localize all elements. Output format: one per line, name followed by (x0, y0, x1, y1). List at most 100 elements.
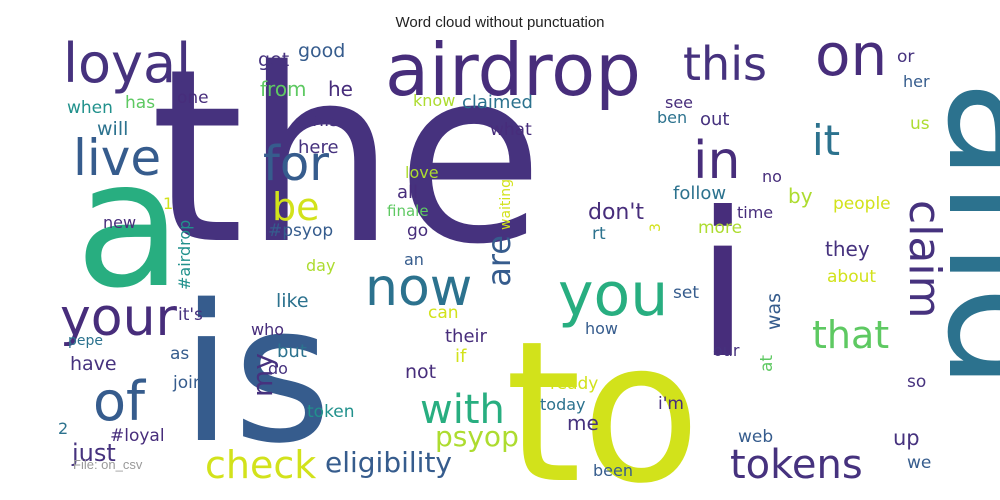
word-their: their (445, 326, 488, 347)
word-finale: finale (387, 202, 429, 220)
word-your: your (60, 288, 178, 348)
word-pepe: pepe (68, 333, 103, 349)
word-see: see (665, 93, 693, 112)
word-up: up (893, 426, 920, 450)
word-of: of (93, 370, 147, 433)
word-2: 2 (58, 419, 68, 438)
word-her: her (903, 72, 930, 91)
word-will: will (97, 118, 128, 140)
word-that: that (812, 313, 889, 357)
word-just: just (71, 439, 116, 467)
word-more: more (698, 218, 742, 238)
word-are: are (480, 235, 518, 287)
word-ready: ready (550, 374, 598, 394)
word-ben: ben (657, 108, 687, 127)
word-not: not (405, 361, 436, 383)
word-by: by (788, 184, 813, 208)
word-today: today (540, 395, 586, 414)
word-the: the (150, 17, 544, 297)
word-to: to (505, 299, 701, 500)
word-live: live (73, 129, 161, 187)
word-claim: claim (899, 200, 950, 318)
word-time: time (737, 203, 773, 222)
word-tokens: tokens (730, 442, 863, 488)
word-hashtag-psyop: #psyop (268, 221, 333, 241)
word-i: i (695, 170, 751, 403)
word-get: get (258, 49, 289, 71)
word-psyop: psyop (435, 420, 519, 453)
word-so: so (907, 372, 926, 392)
word-all: all (397, 182, 418, 203)
word-how: how (585, 319, 618, 338)
word-hashtag-loyal: #loyal (110, 426, 165, 446)
word-if: if (455, 346, 467, 367)
word-im: i'm (658, 394, 684, 414)
word-claimed: claimed (462, 92, 533, 113)
word-do: do (268, 359, 288, 378)
word-and: and (911, 80, 1000, 390)
word-set: set (673, 283, 699, 303)
word-is: is (180, 264, 332, 485)
word-3: 3 (648, 223, 664, 232)
word-his: his (312, 109, 339, 131)
word-who: who (251, 320, 284, 339)
word-now: now (365, 258, 472, 318)
word-they: they (825, 237, 870, 261)
word-here: here (298, 137, 339, 158)
word-at: at (757, 355, 777, 372)
word-he: he (328, 77, 353, 101)
file-label: File: on_csv (73, 457, 143, 472)
word-has: has (125, 93, 155, 113)
word-people: people (833, 194, 891, 214)
word-good: good (298, 40, 345, 62)
word-or: or (897, 47, 914, 67)
word-what: what (490, 120, 532, 140)
word-rt: rt (592, 224, 606, 244)
word-with: with (420, 387, 505, 433)
word-1: 1 (163, 194, 173, 213)
word-from: from (260, 77, 307, 101)
word-have: have (70, 353, 117, 375)
word-eligibility: eligibility (325, 446, 452, 479)
word-follow: follow (673, 183, 726, 204)
word-token: token (307, 402, 355, 422)
word-as: as (170, 344, 189, 364)
word-in: in (693, 131, 740, 191)
word-loyal: loyal (63, 32, 191, 95)
word-it: it (812, 116, 840, 165)
word-this: this (683, 37, 767, 91)
word-day: day (306, 256, 335, 275)
word-web: web (738, 427, 773, 447)
word-its: it's (178, 305, 203, 325)
word-waiting: waiting (498, 179, 514, 230)
word-join: join (172, 373, 204, 393)
word-been: been (593, 461, 633, 480)
word-was: was (763, 293, 785, 330)
word-like: like (276, 290, 309, 312)
word-out: out (700, 109, 729, 130)
word-on: on (815, 21, 887, 89)
word-when: when (67, 98, 113, 118)
word-can: can (428, 303, 459, 323)
word-us: us (910, 114, 930, 134)
word-hashtag-airdrop: #airdrop (175, 220, 194, 290)
word-me: me (567, 411, 599, 435)
word-know: know (413, 91, 455, 110)
word-airdrop: airdrop (385, 28, 641, 112)
word-about: about (827, 267, 876, 287)
chart-title: Word cloud without punctuation (395, 14, 605, 31)
word-for: for (263, 136, 329, 192)
word-an: an (404, 250, 424, 269)
word-but: but (277, 341, 307, 362)
word-our: our (713, 341, 740, 360)
word-love: love (405, 163, 439, 182)
word-you: you (558, 260, 668, 330)
word-no: no (762, 167, 782, 186)
word-be: be (272, 185, 320, 229)
word-dont: don't (588, 200, 644, 225)
word-a: a (75, 124, 182, 327)
word-check: check (205, 443, 316, 487)
word-new: new (103, 213, 136, 232)
word-my: my (246, 353, 279, 397)
